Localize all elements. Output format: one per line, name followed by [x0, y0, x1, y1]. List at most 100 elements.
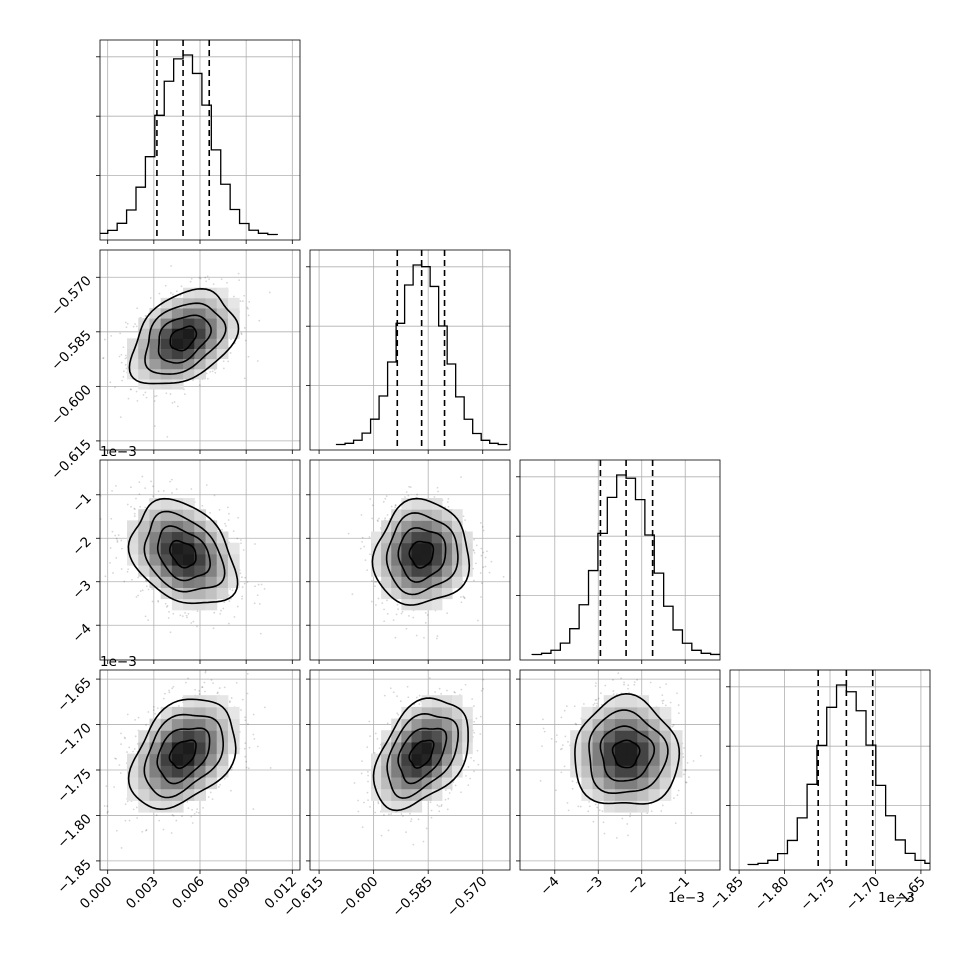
density-cell — [183, 328, 195, 339]
sample-point — [205, 484, 208, 486]
sample-point — [223, 601, 226, 604]
density-cell — [127, 531, 139, 544]
density-cell — [149, 509, 162, 521]
sample-point — [258, 319, 261, 322]
density-cell — [138, 531, 150, 544]
density-cell — [401, 520, 413, 533]
sample-point — [122, 346, 125, 349]
sample-point — [386, 612, 389, 615]
density-cell — [421, 498, 433, 510]
sample-point — [170, 265, 172, 267]
density-cell — [160, 788, 173, 801]
density-cell — [194, 338, 206, 349]
density-cell — [183, 368, 195, 380]
sample-point — [181, 615, 184, 618]
density-cell — [160, 509, 173, 521]
sample-point — [232, 530, 235, 533]
density-cell — [149, 358, 162, 370]
sample-point — [243, 327, 246, 329]
density-cell — [171, 565, 184, 577]
sample-point — [484, 556, 487, 559]
sample-point — [472, 549, 475, 552]
y-tick-label: −0.600 — [48, 382, 95, 429]
y-tick-label: −0.615 — [48, 436, 95, 483]
sample-point — [128, 746, 131, 749]
density-cell — [194, 598, 206, 611]
sample-point — [114, 757, 116, 760]
contour-level-2 — [143, 510, 226, 593]
sample-point — [482, 529, 485, 532]
panel-1-0: −0.615−0.600−0.585−0.570 — [48, 249, 301, 483]
sample-point — [219, 613, 222, 615]
y-tick-label: −1 — [69, 490, 94, 515]
sample-point — [241, 576, 243, 579]
density-cell — [183, 520, 195, 533]
sample-point — [410, 820, 412, 823]
sample-point — [226, 506, 229, 509]
density-cell — [216, 718, 229, 731]
density-cell — [171, 576, 184, 588]
sample-point — [124, 819, 127, 822]
y-tick-label: −3 — [69, 577, 94, 602]
sample-point — [482, 551, 485, 554]
sample-point — [235, 682, 238, 684]
sample-point — [205, 280, 208, 283]
sample-point — [209, 791, 212, 794]
density-cell — [194, 753, 206, 766]
density-cell — [205, 348, 218, 360]
density-cell — [411, 542, 423, 555]
density-cell — [462, 531, 473, 544]
density-cell — [127, 338, 139, 349]
sample-point — [114, 386, 116, 389]
sample-point — [144, 314, 147, 317]
sample-point — [480, 554, 483, 557]
sample-point — [153, 425, 156, 428]
sample-point — [473, 720, 476, 723]
sample-point — [481, 582, 483, 585]
sample-point — [109, 561, 112, 564]
density-cell — [441, 565, 453, 577]
sample-point — [111, 530, 114, 533]
density-cell — [391, 565, 402, 577]
sample-point — [254, 585, 256, 588]
sample-point — [175, 819, 178, 822]
sample-point — [447, 497, 450, 500]
density-cell — [227, 542, 240, 555]
density-cell — [183, 753, 195, 766]
density-cell — [160, 565, 173, 577]
sample-point — [171, 401, 174, 404]
sample-point — [366, 569, 369, 572]
density-cell — [171, 328, 184, 339]
sample-point — [435, 637, 438, 640]
panel-2-0: −4−3−2−11e−3 — [69, 444, 301, 664]
sample-point — [453, 690, 456, 693]
sample-point — [447, 797, 450, 800]
sample-point — [426, 614, 429, 616]
sample-point — [152, 485, 155, 488]
y-tick-label: −0.585 — [48, 327, 95, 374]
density-cell — [227, 328, 240, 339]
density-cell — [216, 706, 229, 720]
sample-point — [120, 353, 123, 356]
y-offset-label: 1e−3 — [100, 444, 137, 460]
density-cell — [138, 730, 150, 743]
sample-point — [481, 525, 484, 528]
sample-point — [196, 610, 199, 613]
density-cell — [421, 576, 433, 588]
sample-point — [127, 568, 130, 571]
density-cell — [411, 520, 423, 533]
density-cell — [183, 307, 195, 319]
density-cell — [227, 307, 240, 319]
sample-point — [252, 733, 255, 736]
sample-point — [112, 572, 114, 574]
contour-level-0 — [408, 540, 435, 569]
sample-point — [179, 294, 182, 297]
sample-point — [186, 801, 189, 803]
sample-point — [428, 677, 431, 679]
density-cell — [441, 553, 453, 566]
sample-point — [138, 493, 141, 496]
density-cell — [138, 520, 150, 533]
density-cell — [227, 576, 240, 588]
sample-point — [187, 612, 190, 615]
